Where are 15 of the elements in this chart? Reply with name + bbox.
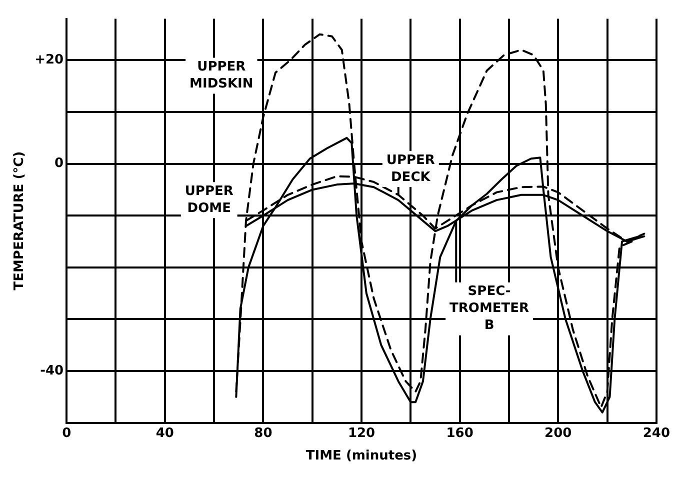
x-tick-label: 200 (544, 426, 572, 441)
x-tick-label: 80 (254, 426, 272, 441)
series-label: UPPER DOME (184, 184, 234, 216)
series-label: UPPER DECK (386, 152, 435, 185)
y-tick-label: 0 (54, 156, 64, 172)
x-tick-label: 240 (642, 426, 670, 441)
series-label: SPEC-TROMETER B (450, 284, 530, 334)
y-tick-label: -40 (40, 363, 64, 378)
x-tick-label: 160 (446, 426, 474, 441)
y-tick-label: +20 (34, 52, 64, 68)
x-tick-label: 40 (156, 426, 174, 441)
y-axis-title: TEMPERATURE (°C) (12, 151, 28, 290)
x-axis-title: TIME (minutes) (306, 448, 418, 464)
series-label: UPPER MIDSKIN (190, 60, 254, 92)
x-tick-label: 120 (348, 426, 376, 441)
